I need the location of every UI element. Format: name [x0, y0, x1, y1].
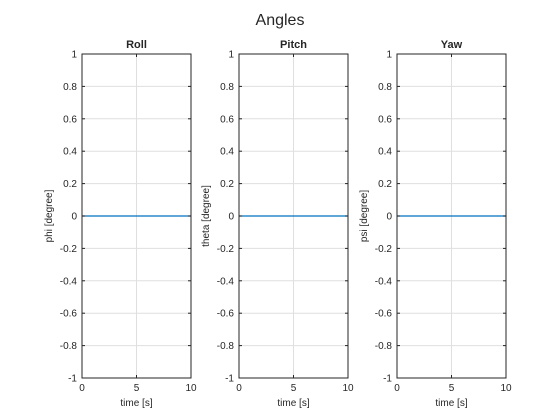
yaw-x-tick-label: 5 [449, 383, 455, 394]
pitch-x-tick-label: 0 [236, 383, 242, 394]
pitch-y-tick-label: 0.2 [220, 179, 234, 190]
pitch-y-tick-label: -0.4 [217, 276, 235, 287]
roll-title: Roll [126, 39, 147, 51]
yaw-subplot: -1-0.8-0.6-0.4-0.200.20.40.60.810 5 10Yawt… [359, 39, 512, 409]
yaw-x-tick-label: 0 [394, 383, 400, 394]
yaw-y-tick-label: -0.8 [375, 341, 393, 352]
pitch-x-axis-label: time [s] [277, 398, 309, 409]
roll-y-tick-label: 1 [71, 50, 77, 61]
roll-subplot: -1-0.8-0.6-0.4-0.200.20.40.60.810 5 10Roll… [44, 39, 197, 409]
roll-x-axis-label: time [s] [120, 398, 152, 409]
roll-y-tick-label: 0.2 [63, 179, 77, 190]
yaw-y-tick-label: 1 [386, 50, 392, 61]
pitch-y-tick-label: 0.8 [220, 82, 234, 93]
pitch-y-axis-label: theta [degree] [201, 185, 212, 247]
roll-y-tick-label: -0.8 [60, 341, 78, 352]
roll-y-tick-label: 0.8 [63, 82, 77, 93]
pitch-y-tick-label: 1 [228, 50, 234, 61]
pitch-subplot: -1-0.8-0.6-0.4-0.200.20.40.60.810 5 10Pitc… [201, 39, 354, 409]
yaw-y-tick-label: -1 [383, 374, 392, 385]
pitch-y-tick-label: 0.6 [220, 114, 234, 125]
yaw-y-tick-label: -0.4 [375, 276, 393, 287]
pitch-x-tick-label: 5 [291, 383, 297, 394]
pitch-y-tick-label: -0.2 [217, 244, 235, 255]
roll-y-tick-label: -0.4 [60, 276, 78, 287]
pitch-title: Pitch [280, 39, 307, 51]
roll-y-tick-label: 0.4 [63, 147, 77, 158]
yaw-x-axis-label: time [s] [435, 398, 467, 409]
pitch-y-tick-label: 0 [228, 212, 234, 223]
roll-y-tick-label: -0.6 [60, 309, 78, 320]
yaw-y-tick-label: 0.6 [378, 114, 392, 125]
roll-x-tick-label: 10 [185, 383, 197, 394]
yaw-y-tick-label: 0.8 [378, 82, 392, 93]
yaw-title: Yaw [441, 39, 463, 51]
yaw-x-tick-label: 10 [500, 383, 512, 394]
roll-y-tick-label: 0.6 [63, 114, 77, 125]
yaw-y-tick-label: -0.2 [375, 244, 393, 255]
yaw-y-tick-label: 0 [386, 212, 392, 223]
yaw-y-tick-label: 0.2 [378, 179, 392, 190]
pitch-x-tick-label: 10 [342, 383, 354, 394]
pitch-y-tick-label: 0.4 [220, 147, 234, 158]
yaw-y-tick-label: -0.6 [375, 309, 393, 320]
subplot-panels: -1-0.8-0.6-0.4-0.200.20.40.60.810 5 10Roll… [44, 39, 512, 409]
pitch-y-tick-label: -0.8 [217, 341, 235, 352]
roll-y-tick-label: 0 [71, 212, 77, 223]
roll-y-tick-label: -0.2 [60, 244, 78, 255]
pitch-y-tick-label: -0.6 [217, 309, 235, 320]
pitch-y-tick-label: -1 [225, 374, 234, 385]
roll-y-axis-label: phi [degree] [44, 189, 55, 242]
yaw-y-axis-label: psi [degree] [359, 190, 370, 242]
figure-title: Angles [256, 12, 305, 29]
roll-x-tick-label: 5 [134, 383, 140, 394]
roll-y-tick-label: -1 [68, 374, 77, 385]
yaw-y-tick-label: 0.4 [378, 147, 392, 158]
roll-x-tick-label: 0 [79, 383, 85, 394]
